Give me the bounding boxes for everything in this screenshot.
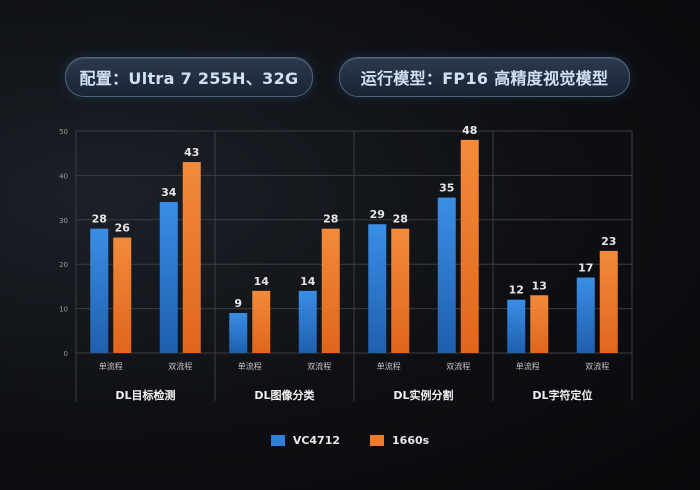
x-tick-label: 单流程 <box>238 361 262 371</box>
data-label: 29 <box>370 208 385 221</box>
x-tick-label: 双流程 <box>307 361 331 371</box>
legend-label-1660s: 1660s <box>392 434 430 447</box>
chart-legend: VC4712 1660s <box>0 434 700 447</box>
data-label: 13 <box>532 279 547 292</box>
bar <box>437 197 456 353</box>
bar <box>599 250 618 353</box>
group-label: DL目标检测 <box>115 388 175 402</box>
bar <box>229 313 248 353</box>
legend-item-1660s: 1660s <box>370 434 429 447</box>
bar <box>113 237 132 353</box>
data-label: 34 <box>161 186 177 199</box>
data-label: 17 <box>578 262 593 275</box>
bar <box>321 228 340 353</box>
y-tick-label: 20 <box>59 261 68 269</box>
bar <box>252 290 271 353</box>
x-tick-label: 单流程 <box>99 361 123 371</box>
bar <box>460 139 479 353</box>
data-label: 35 <box>439 182 454 195</box>
bar <box>391 228 410 353</box>
bar <box>368 224 387 353</box>
data-label: 43 <box>184 146 199 159</box>
data-label: 23 <box>601 235 616 248</box>
y-tick-label: 40 <box>59 172 68 180</box>
bar <box>507 299 526 353</box>
data-label: 28 <box>393 213 408 226</box>
x-tick-label: 单流程 <box>516 361 540 371</box>
x-tick-label: 双流程 <box>585 361 609 371</box>
group-label: DL字符定位 <box>532 388 592 402</box>
data-label: 28 <box>92 213 107 226</box>
config-badge: 配置：Ultra 7 255H、32G <box>65 57 313 97</box>
legend-swatch-1660s <box>370 435 385 446</box>
group-label: DL图像分类 <box>254 388 315 402</box>
legend-item-vc4712: VC4712 <box>270 434 341 447</box>
data-label: 9 <box>234 297 242 310</box>
bar <box>530 295 549 353</box>
bar <box>90 228 109 353</box>
data-label: 14 <box>254 275 270 288</box>
data-label: 26 <box>115 222 131 235</box>
data-label: 14 <box>300 275 316 288</box>
bar <box>298 290 317 353</box>
bar <box>182 162 201 353</box>
x-tick-label: 双流程 <box>446 361 470 371</box>
bar <box>159 202 178 353</box>
legend-label-vc4712: VC4712 <box>292 434 341 447</box>
bar <box>576 277 595 353</box>
data-label: 48 <box>462 124 477 137</box>
y-tick-label: 0 <box>64 350 68 358</box>
x-tick-label: 单流程 <box>377 361 401 371</box>
data-label: 28 <box>323 213 338 226</box>
y-tick-label: 10 <box>59 306 68 314</box>
y-tick-label: 30 <box>59 217 68 225</box>
x-tick-label: 双流程 <box>168 361 192 371</box>
data-label: 12 <box>509 284 524 297</box>
legend-swatch-vc4712 <box>270 435 285 446</box>
y-tick-label: 50 <box>59 128 68 136</box>
model-badge: 运行模型：FP16 高精度视觉模型 <box>339 57 630 97</box>
group-label: DL实例分割 <box>393 388 453 402</box>
